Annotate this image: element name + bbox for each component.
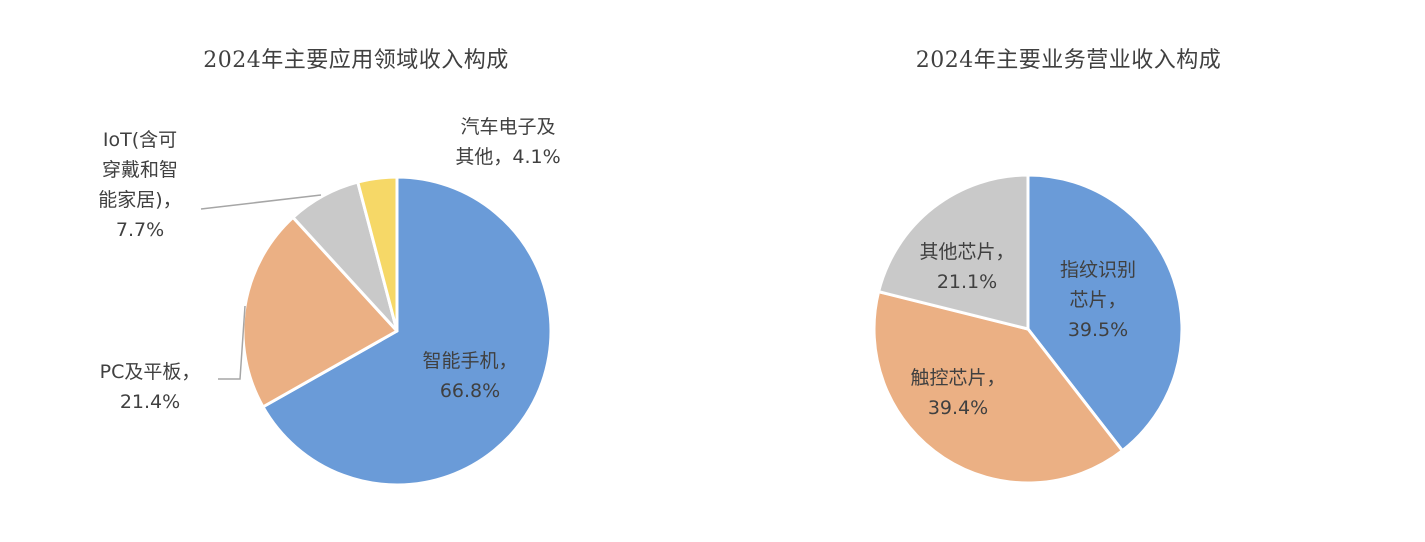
- data-label: 智能手机， 66.8%: [422, 350, 517, 402]
- chart-title: 2024年主要应用领域收入构成: [203, 48, 509, 73]
- pie-slice-2: [872, 290, 1124, 485]
- data-label: 触控芯片， 39.4%: [910, 367, 1005, 419]
- data-label: 汽车电子及其他，4.1%: [455, 116, 560, 168]
- data-label: 指纹识别芯片， 39.5%: [1060, 259, 1136, 341]
- data-label: IoT(含可穿戴和智能家居)， 7.7%: [98, 129, 181, 241]
- pie-chart: 智能手机， 66.8% PC及平板， 21.4% IoT(含可穿戴和智能家居)， 7.7%…: [98, 116, 561, 487]
- pie-slice-1: [1026, 173, 1184, 453]
- pie-slice-3: [877, 173, 1030, 331]
- leader-line: [218, 305, 246, 380]
- pie-slice-4: [356, 175, 399, 333]
- pie-slice-1: [261, 175, 553, 487]
- data-label: 其他芯片， 21.1%: [919, 241, 1014, 293]
- business-revenue-chart: 2024年主要业务营业收入构成 指纹识别芯片， 39.5% 触控芯片， 39.4% 其他…: [712, 0, 1425, 542]
- application-revenue-chart: 2024年主要应用领域收入构成 智能手机， 66.8% PC及平板， 21.4% IoT…: [0, 0, 712, 542]
- pie-chart: 指纹识别芯片， 39.5% 触控芯片， 39.4% 其他芯片， 21.1%: [872, 173, 1184, 485]
- chart-title: 2024年主要业务营业收入构成: [915, 48, 1222, 73]
- data-label: PC及平板， 21.4%: [100, 361, 201, 413]
- leader-line: [200, 194, 322, 210]
